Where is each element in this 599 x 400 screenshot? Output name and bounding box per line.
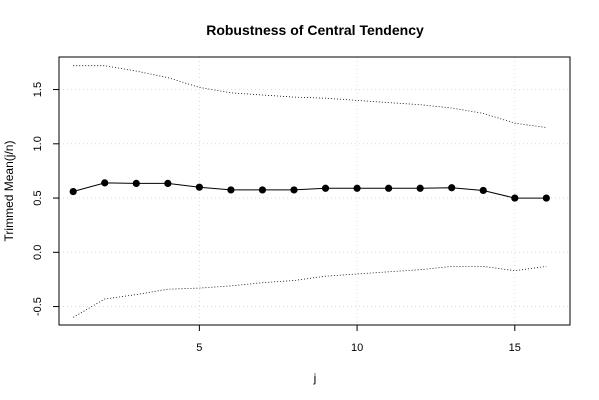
chart-title: Robustness of Central Tendency <box>206 22 424 38</box>
x-tick-label: 10 <box>351 342 363 354</box>
y-axis: -0.5 0.0 0.5 1.0 1.5 <box>32 82 59 316</box>
y-axis-label: Trimmed Mean(j/n) <box>2 141 16 242</box>
y-tick-label: -0.5 <box>32 297 44 316</box>
data-point <box>416 184 424 192</box>
x-axis: 5 10 15 <box>196 325 521 354</box>
x-tick-label: 5 <box>196 342 202 354</box>
x-axis-label: j <box>313 371 317 385</box>
data-point <box>479 186 487 195</box>
data-point <box>164 179 172 188</box>
y-tick-label: 0.0 <box>32 245 44 260</box>
data-point <box>101 179 109 187</box>
data-point <box>542 194 550 202</box>
data-point <box>69 187 77 196</box>
series-line-upper-bound <box>73 65 547 128</box>
y-tick-label: 1.0 <box>32 136 44 151</box>
data-point <box>195 183 203 191</box>
grid <box>59 57 570 325</box>
y-tick-label: 1.5 <box>32 82 44 97</box>
plot-frame <box>58 56 571 326</box>
data-point <box>132 179 140 188</box>
y-tick-label: 0.5 <box>32 190 44 205</box>
data-point <box>290 186 298 194</box>
data-point <box>448 184 456 192</box>
plot-area <box>69 65 550 318</box>
data-point <box>227 186 235 194</box>
data-point <box>353 184 361 192</box>
x-tick-label: 15 <box>509 342 521 354</box>
series-line-trimmed-mean <box>73 182 547 199</box>
series-line-lower-bound <box>72 265 547 318</box>
data-point <box>258 186 267 194</box>
data-point <box>321 184 330 192</box>
data-point <box>511 194 519 202</box>
data-point <box>385 184 393 192</box>
